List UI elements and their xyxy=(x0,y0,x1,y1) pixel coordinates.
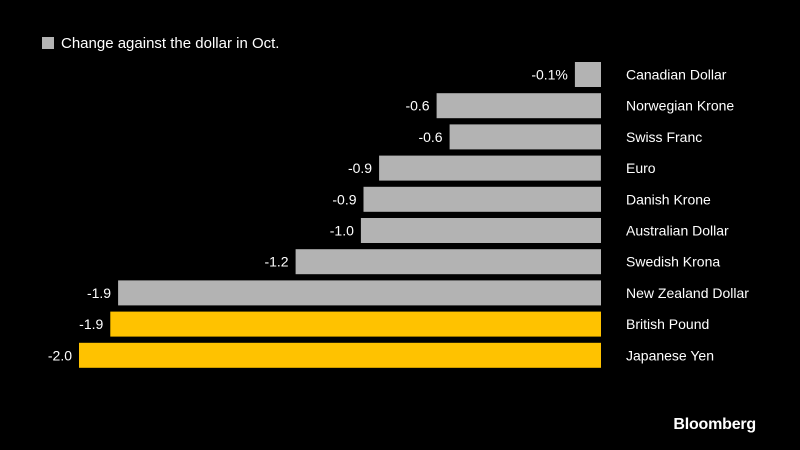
value-label-swedish-krona: -1.2 xyxy=(264,254,288,270)
category-label-danish-krone: Danish Krone xyxy=(626,191,711,207)
value-label-norwegian-krone: -0.6 xyxy=(405,98,429,114)
bloomberg-logo: Bloomberg xyxy=(673,416,756,433)
value-label-euro: -0.9 xyxy=(348,160,372,176)
value-label-japanese-yen: -2.0 xyxy=(48,347,72,363)
value-label-new-zealand-dollar: -1.9 xyxy=(87,285,111,301)
category-label-swiss-franc: Swiss Franc xyxy=(626,129,702,145)
bar-euro xyxy=(379,155,601,181)
category-label-swedish-krona: Swedish Krona xyxy=(626,254,720,270)
legend: Change against the dollar in Oct. xyxy=(42,35,279,52)
category-label-euro: Euro xyxy=(626,160,656,176)
bar-swedish-krona xyxy=(295,249,601,275)
value-label-danish-krone: -0.9 xyxy=(332,191,356,207)
category-label-norwegian-krone: Norwegian Krone xyxy=(626,98,734,114)
bar-new-zealand-dollar xyxy=(118,280,601,306)
value-label-australian-dollar: -1.0 xyxy=(330,223,354,239)
value-label-canadian-dollar: -0.1% xyxy=(531,67,568,83)
bar-australian-dollar xyxy=(360,218,601,243)
category-label-new-zealand-dollar: New Zealand Dollar xyxy=(626,285,749,301)
category-label-australian-dollar: Australian Dollar xyxy=(626,223,729,239)
category-label-japanese-yen: Japanese Yen xyxy=(626,347,714,363)
bar-danish-krone xyxy=(363,186,601,212)
category-label-british-pound: British Pound xyxy=(626,316,709,332)
bar-canadian-dollar xyxy=(574,62,601,87)
category-labels: Canadian Dollar Norwegian Krone Swiss Fran… xyxy=(626,67,749,364)
value-label-swiss-franc: -0.6 xyxy=(418,129,442,145)
legend-swatch xyxy=(42,37,54,49)
bar-japanese-yen xyxy=(79,342,601,368)
bar-norwegian-krone xyxy=(436,93,601,119)
category-label-canadian-dollar: Canadian Dollar xyxy=(626,67,727,83)
bar-swiss-franc xyxy=(449,124,601,150)
legend-label: Change against the dollar in Oct. xyxy=(61,35,279,52)
bars xyxy=(79,62,602,368)
value-label-british-pound: -1.9 xyxy=(79,316,103,332)
value-labels: -0.1% -0.6 -0.6 -0.9 -0.9 -1.0 -1.2 -1.9 -1.9 -2.… xyxy=(48,67,568,364)
bar-british-pound xyxy=(110,311,602,337)
